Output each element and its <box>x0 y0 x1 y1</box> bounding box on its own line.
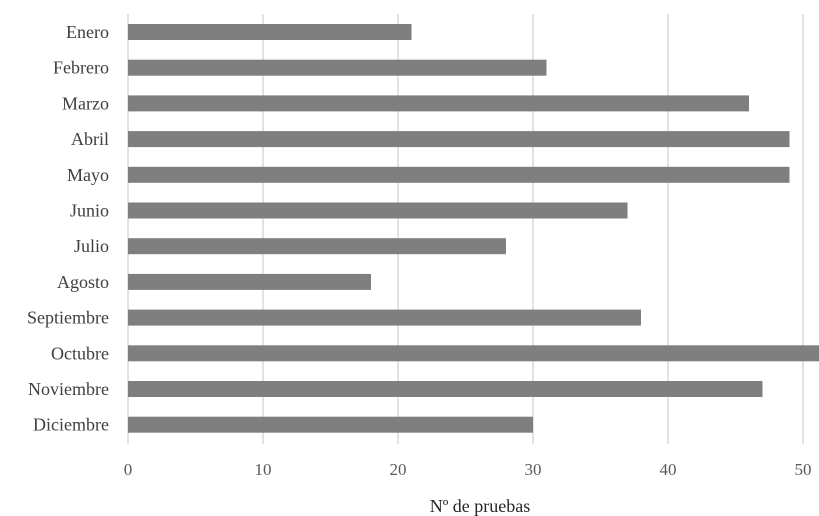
x-tick-label: 10 <box>255 460 272 479</box>
bar-noviembre <box>128 381 763 397</box>
category-label-agosto: Agosto <box>57 272 109 292</box>
category-label-marzo: Marzo <box>62 93 109 113</box>
bars <box>128 24 819 433</box>
bar-julio <box>128 238 506 255</box>
bar-abril <box>128 131 790 148</box>
bar-mayo <box>128 166 790 183</box>
bar-diciembre <box>128 416 533 433</box>
category-label-noviembre: Noviembre <box>28 379 109 399</box>
x-axis-title: Nº de pruebas <box>430 496 531 516</box>
category-label-diciembre: Diciembre <box>33 415 109 435</box>
category-label-septiembre: Septiembre <box>27 308 109 328</box>
category-label-abril: Abril <box>71 129 109 149</box>
x-tick-label: 30 <box>525 460 542 479</box>
x-tick-label: 20 <box>390 460 407 479</box>
bar-febrero <box>128 59 547 76</box>
category-label-octubre: Octubre <box>51 343 109 363</box>
category-label-enero: Enero <box>66 22 109 42</box>
x-tick-label: 0 <box>124 460 133 479</box>
category-label-junio: Junio <box>70 201 109 221</box>
bar-octubre <box>128 345 819 362</box>
category-label-febrero: Febrero <box>53 58 109 78</box>
bar-septiembre <box>128 309 641 326</box>
bar-enero <box>128 24 412 40</box>
bar-agosto <box>128 273 371 290</box>
category-label-julio: Julio <box>74 236 109 256</box>
x-tick-labels: 0 10 20 30 40 50 <box>124 460 812 479</box>
category-labels: Enero Febrero Marzo Abril Mayo Junio Julio Agos… <box>27 22 109 435</box>
bar-junio <box>128 202 628 219</box>
x-tick-label: 40 <box>660 460 677 479</box>
bar-marzo <box>128 95 749 112</box>
gridlines <box>127 14 804 444</box>
category-label-mayo: Mayo <box>67 165 109 185</box>
x-tick-label: 50 <box>795 460 812 479</box>
